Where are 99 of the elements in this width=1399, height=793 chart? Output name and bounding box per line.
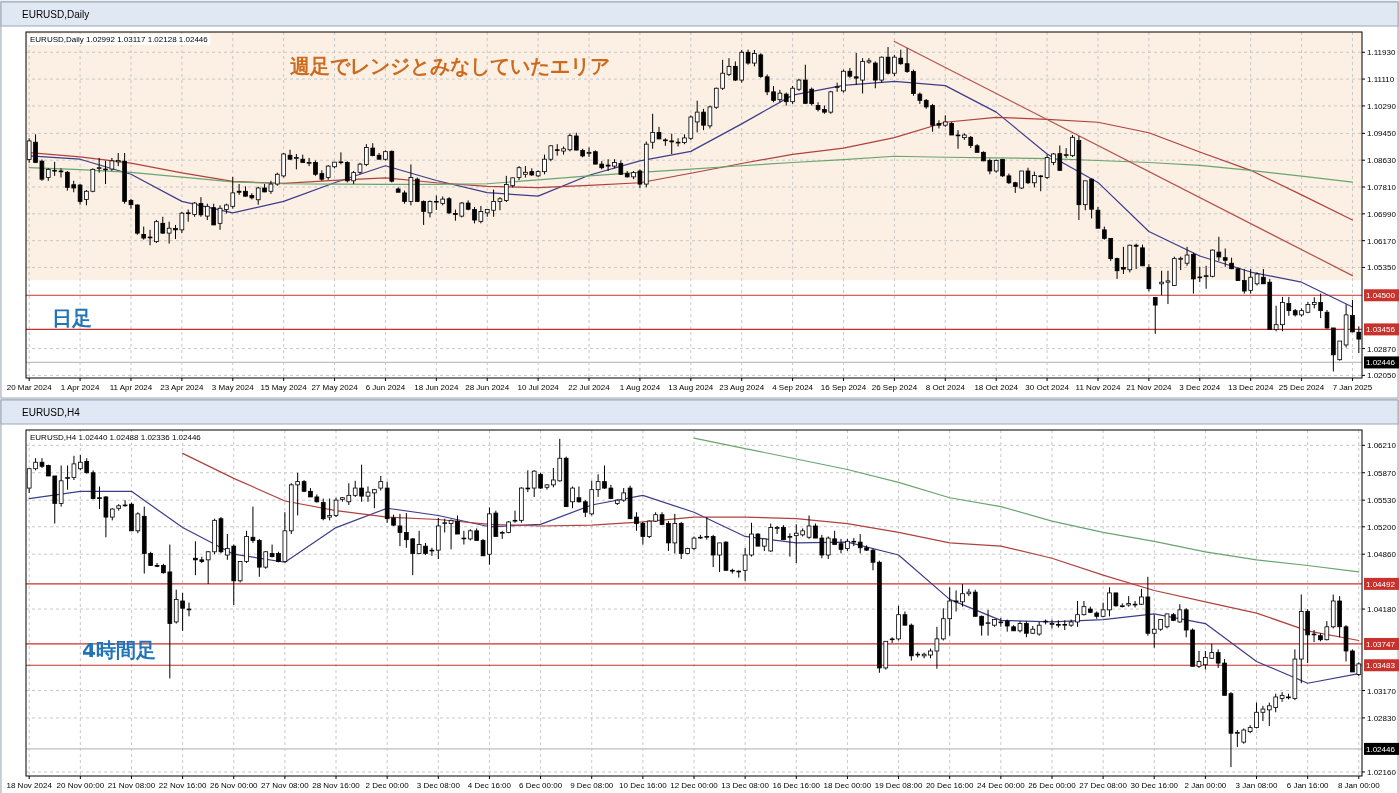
x-tick-label: 23 Aug 2024 <box>719 383 765 392</box>
x-tick-label: 3 Jan 08:00 <box>1235 781 1278 790</box>
x-tick-label: 23 Apr 2024 <box>160 383 204 392</box>
x-tick-label: 3 Dec 2024 <box>1179 383 1221 392</box>
y-tick-label: 1.10290 <box>1367 101 1397 111</box>
chart-title: EURUSD,Daily <box>22 9 90 20</box>
x-tick-label: 28 Nov 16:00 <box>312 781 361 790</box>
chart-subtitle: EURUSD,H4 1.02440 1.02488 1.02336 1.02446 <box>30 433 202 442</box>
x-tick-label: 19 Dec 08:00 <box>874 781 923 790</box>
line-series <box>182 452 1360 642</box>
y-tick-label: 1.03170 <box>1367 686 1397 696</box>
x-tick-label: 13 Aug 2024 <box>668 383 714 392</box>
x-tick-label: 18 Oct 2024 <box>974 383 1019 392</box>
y-tick-label: 1.07810 <box>1367 183 1397 193</box>
x-tick-label: 2 Dec 00:00 <box>365 781 410 790</box>
ref-line-label: 1.03747 <box>1366 639 1396 649</box>
line-series <box>693 437 1360 573</box>
y-tick-label: 1.09450 <box>1367 129 1397 139</box>
x-tick-label: 26 Nov 00:00 <box>209 781 259 790</box>
x-tick-label: 7 Jan 2025 <box>1332 383 1373 392</box>
y-tick-label: 1.11930 <box>1367 48 1396 58</box>
y-tick-label: 1.04180 <box>1367 605 1397 615</box>
x-tick-label: 15 May 2024 <box>260 383 308 392</box>
x-tick-label: 28 Jun 2024 <box>465 383 510 392</box>
y-tick-label: 1.08630 <box>1367 156 1397 166</box>
x-tick-label: 27 May 2024 <box>311 383 359 392</box>
x-tick-label: 1 Aug 2024 <box>619 383 661 392</box>
candlestick <box>1133 243 1139 270</box>
y-tick-label: 1.04860 <box>1367 550 1397 560</box>
x-tick-label: 8 Oct 2024 <box>925 383 966 392</box>
x-tick-label: 27 Nov 08:00 <box>261 781 310 790</box>
x-tick-label: 18 Nov 2024 <box>6 781 53 790</box>
x-tick-label: 30 Dec 16:00 <box>1130 781 1179 790</box>
y-tick-label: 1.05350 <box>1367 263 1397 273</box>
x-tick-label: 1 Apr 2024 <box>60 383 100 392</box>
chart-subtitle: EURUSD,Daily 1.02992 1.03117 1.02128 1.02446 <box>30 35 209 44</box>
y-tick-label: 1.02160 <box>1367 767 1397 777</box>
x-tick-label: 2 Jan 00:00 <box>1184 781 1227 790</box>
annotation: 週足でレンジとみなしていたエリア <box>289 54 610 78</box>
x-tick-label: 13 Dec 08:00 <box>721 781 770 790</box>
y-tick-label: 1.02050 <box>1367 371 1397 381</box>
x-tick-label: 16 Dec 16:00 <box>772 781 821 790</box>
candlestick <box>1222 248 1228 268</box>
x-tick-label: 18 Jun 2024 <box>414 383 459 392</box>
y-tick-label: 1.11110 <box>1367 75 1395 85</box>
x-tick-label: 20 Nov 00:00 <box>56 781 105 790</box>
ref-line-label: 1.04492 <box>1366 579 1396 589</box>
candlestick <box>1152 296 1158 335</box>
x-tick-label: 6 Jan 16:00 <box>1286 781 1330 790</box>
candlestick <box>1140 244 1145 267</box>
candlestick <box>1095 206 1101 229</box>
x-tick-label: 13 Dec 2024 <box>1227 383 1274 392</box>
candlestick <box>58 464 64 508</box>
x-tick-label: 30 Oct 2024 <box>1025 383 1070 392</box>
chart-title: EURUSD,H4 <box>22 407 81 418</box>
x-tick-label: 11 Nov 2024 <box>1075 383 1121 392</box>
x-tick-label: 6 Dec 00:00 <box>519 781 563 790</box>
annotation: 4時間足 <box>82 638 156 662</box>
x-tick-label: 10 Dec 16:00 <box>619 781 668 790</box>
x-tick-label: 3 May 2024 <box>211 383 255 392</box>
x-tick-label: 27 Dec 08:00 <box>1079 781 1128 790</box>
ref-line-label: 1.02446 <box>1366 744 1396 754</box>
y-tick-label: 1.05200 <box>1367 522 1397 532</box>
y-tick-label: 1.02870 <box>1367 344 1397 354</box>
x-tick-label: 20 Dec 16:00 <box>925 781 975 790</box>
y-tick-label: 1.06990 <box>1367 209 1397 219</box>
x-tick-label: 6 Jun 2024 <box>365 383 406 392</box>
y-tick-label: 1.02830 <box>1367 713 1397 723</box>
y-tick-label: 1.06210 <box>1367 441 1397 451</box>
x-tick-label: 8 Jan 00:00 <box>1337 781 1381 790</box>
x-tick-label: 21 Nov 2024 <box>1126 383 1173 392</box>
x-tick-label: 26 Sep 2024 <box>871 383 918 392</box>
y-tick-label: 1.05530 <box>1367 496 1397 506</box>
ref-line-label: 1.03483 <box>1366 661 1396 671</box>
x-tick-label: 10 Jul 2024 <box>517 383 560 392</box>
ref-line-label: 1.02446 <box>1366 358 1396 368</box>
annotation: 日足 <box>52 306 92 330</box>
x-tick-label: 22 Jul 2024 <box>568 383 611 392</box>
x-tick-label: 11 Apr 2024 <box>109 383 153 392</box>
x-tick-label: 25 Dec 2024 <box>1278 383 1325 392</box>
ref-line-label: 1.03456 <box>1366 325 1396 335</box>
x-tick-label: 4 Sep 2024 <box>772 383 814 392</box>
candlestick <box>1146 263 1152 292</box>
y-tick-label: 1.05870 <box>1367 468 1397 478</box>
candlestick <box>461 530 467 546</box>
x-tick-label: 20 Mar 2024 <box>6 383 53 392</box>
x-tick-label: 21 Nov 08:00 <box>107 781 156 790</box>
x-tick-label: 4 Dec 16:00 <box>467 781 512 790</box>
x-tick-label: 3 Dec 08:00 <box>416 781 461 790</box>
x-tick-label: 16 Sep 2024 <box>820 383 867 392</box>
x-tick-label: 9 Dec 08:00 <box>570 781 614 790</box>
x-tick-label: 26 Dec 00:00 <box>1028 781 1077 790</box>
ref-line-label: 1.04500 <box>1366 291 1396 301</box>
line-series <box>28 155 1354 185</box>
x-tick-label: 18 Dec 00:00 <box>823 781 872 790</box>
x-tick-label: 12 Dec 00:00 <box>670 781 719 790</box>
y-tick-label: 1.06170 <box>1367 236 1397 246</box>
x-tick-label: 24 Dec 00:00 <box>977 781 1026 790</box>
x-tick-label: 22 Nov 16:00 <box>158 781 207 790</box>
